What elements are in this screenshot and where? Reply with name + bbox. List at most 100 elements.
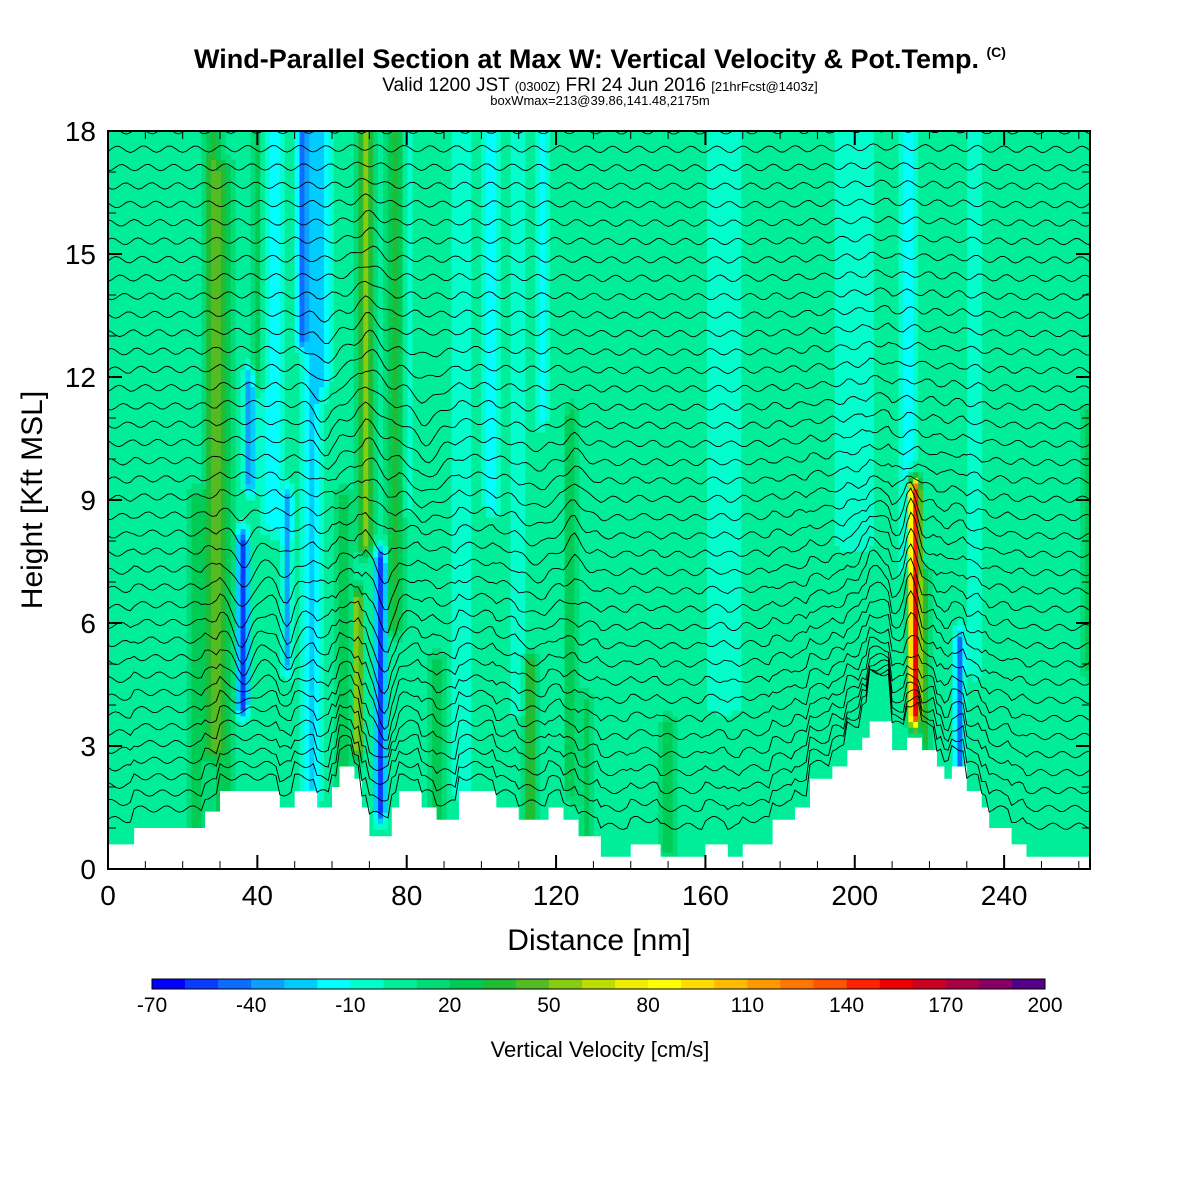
velocity-cell <box>245 245 251 251</box>
velocity-cell <box>142 438 148 444</box>
velocity-cell <box>172 335 178 341</box>
velocity-cell <box>113 545 119 551</box>
velocity-cell <box>250 369 256 375</box>
velocity-cell <box>157 767 163 773</box>
velocity-cell <box>187 284 193 290</box>
velocity-cell <box>216 262 222 268</box>
velocity-cell <box>260 273 266 279</box>
velocity-cell <box>147 727 153 733</box>
velocity-cell <box>265 534 271 540</box>
velocity-cell <box>260 517 266 523</box>
velocity-cell <box>137 290 143 296</box>
velocity-cell <box>260 398 266 404</box>
velocity-cell <box>236 245 242 251</box>
velocity-cell <box>113 755 119 761</box>
velocity-cell <box>211 154 217 160</box>
velocity-cell <box>216 381 222 387</box>
velocity-cell <box>172 341 178 347</box>
velocity-cell <box>226 653 232 659</box>
velocity-cell <box>211 534 217 540</box>
velocity-cell <box>260 358 266 364</box>
velocity-cell <box>270 682 276 688</box>
velocity-cell <box>280 551 286 557</box>
velocity-cell <box>280 324 286 330</box>
velocity-cell <box>255 625 261 631</box>
velocity-cell <box>137 591 143 597</box>
velocity-cell <box>142 500 148 506</box>
velocity-cell <box>206 534 212 540</box>
velocity-cell <box>221 557 227 563</box>
velocity-cell <box>172 557 178 563</box>
velocity-cell <box>118 171 124 177</box>
velocity-cell <box>142 307 148 313</box>
velocity-cell <box>187 381 193 387</box>
velocity-cell <box>162 750 168 756</box>
velocity-cell <box>118 648 124 654</box>
velocity-cell <box>177 199 183 205</box>
velocity-cell <box>226 171 232 177</box>
velocity-cell <box>285 154 291 160</box>
velocity-cell <box>216 460 222 466</box>
velocity-cell <box>241 784 247 790</box>
velocity-cell <box>157 284 163 290</box>
velocity-cell <box>147 608 153 614</box>
velocity-cell <box>177 801 183 807</box>
velocity-cell <box>280 409 286 415</box>
velocity-cell <box>201 483 207 489</box>
velocity-cell <box>206 193 212 199</box>
velocity-cell <box>270 284 276 290</box>
velocity-cell <box>211 267 217 273</box>
velocity-cell <box>265 693 271 699</box>
velocity-cell <box>201 500 207 506</box>
velocity-cell <box>265 176 271 182</box>
velocity-cell <box>172 659 178 665</box>
velocity-cell <box>162 710 168 716</box>
velocity-cell <box>152 801 158 807</box>
velocity-cell <box>113 761 119 767</box>
velocity-cell <box>285 409 291 415</box>
velocity-cell <box>172 483 178 489</box>
velocity-cell <box>196 540 202 546</box>
velocity-cell <box>206 755 212 761</box>
velocity-cell <box>177 648 183 654</box>
velocity-cell <box>260 477 266 483</box>
velocity-cell <box>172 670 178 676</box>
velocity-cell <box>142 784 148 790</box>
velocity-cell <box>182 767 188 773</box>
velocity-cell <box>191 693 197 699</box>
velocity-cell <box>206 398 212 404</box>
velocity-cell <box>152 506 158 512</box>
velocity-cell <box>113 341 119 347</box>
velocity-cell <box>216 534 222 540</box>
velocity-cell <box>280 228 286 234</box>
velocity-cell <box>152 449 158 455</box>
velocity-cell <box>201 795 207 801</box>
velocity-cell <box>231 506 237 512</box>
velocity-cell <box>265 676 271 682</box>
velocity-cell <box>162 767 168 773</box>
velocity-cell <box>270 352 276 358</box>
velocity-cell <box>260 619 266 625</box>
velocity-cell <box>270 636 276 642</box>
velocity-cell <box>123 205 129 211</box>
velocity-cell <box>231 727 237 733</box>
velocity-cell <box>255 460 261 466</box>
velocity-cell <box>133 460 139 466</box>
velocity-cell <box>142 812 148 818</box>
velocity-cell <box>187 182 193 188</box>
velocity-cell <box>211 511 217 517</box>
velocity-cell <box>265 290 271 296</box>
velocity-cell <box>167 245 173 251</box>
velocity-cell <box>113 551 119 557</box>
velocity-cell <box>152 704 158 710</box>
velocity-cell <box>191 284 197 290</box>
velocity-cell <box>201 449 207 455</box>
velocity-cell <box>118 284 124 290</box>
velocity-cell <box>182 812 188 818</box>
velocity-cell <box>226 313 232 319</box>
velocity-cell <box>250 284 256 290</box>
velocity-cell <box>285 489 291 495</box>
velocity-cell <box>177 591 183 597</box>
velocity-cell <box>226 296 232 302</box>
velocity-cell <box>123 534 129 540</box>
